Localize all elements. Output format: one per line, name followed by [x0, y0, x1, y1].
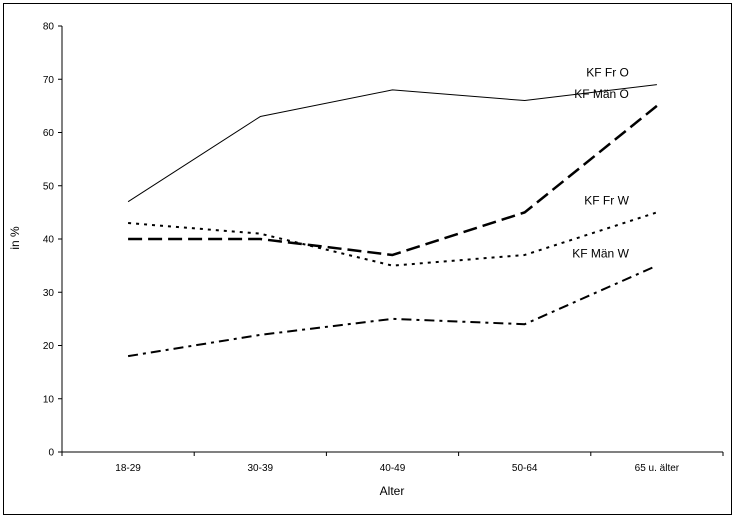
y-tick-label: 0: [48, 448, 54, 459]
series-labels: KF Fr O KF Män O KF Fr W KF Män W: [572, 66, 629, 261]
series-label: KF Män O: [574, 87, 629, 101]
series-label: KF Män W: [572, 247, 629, 261]
series-lines: [127, 84, 658, 358]
y-tick-label: 10: [43, 394, 55, 405]
y-tick-label: 20: [43, 341, 55, 352]
series-line: [128, 104, 658, 257]
y-tick-label: 50: [43, 181, 55, 192]
x-tick-label: 40-49: [380, 463, 406, 474]
x-tick-label: 50-64: [512, 463, 538, 474]
x-tick-label: 18-29: [115, 463, 141, 474]
x-axis-ticks: 18-29 30-39 40-49 50-64 65 u. älter: [61, 452, 724, 474]
series-line: [127, 84, 657, 203]
chart-frame: [3, 3, 732, 515]
y-tick-label: 80: [43, 22, 55, 33]
y-axis-ticks: 0 10 20 30 40 50 60 70 80: [43, 22, 62, 459]
series-line: [127, 264, 658, 358]
y-axis-title: in %: [8, 226, 22, 250]
x-axis-title: Alter: [380, 484, 405, 498]
series-line: [128, 211, 658, 267]
y-tick-label: 60: [43, 128, 55, 139]
x-tick-label: 65 u. älter: [635, 463, 680, 474]
y-tick-label: 70: [43, 75, 55, 86]
y-tick-label: 30: [43, 288, 55, 299]
x-tick-label: 30-39: [248, 463, 274, 474]
series-label: KF Fr O: [586, 66, 629, 80]
y-tick-label: 40: [43, 235, 55, 246]
series-label: KF Fr W: [584, 193, 629, 207]
